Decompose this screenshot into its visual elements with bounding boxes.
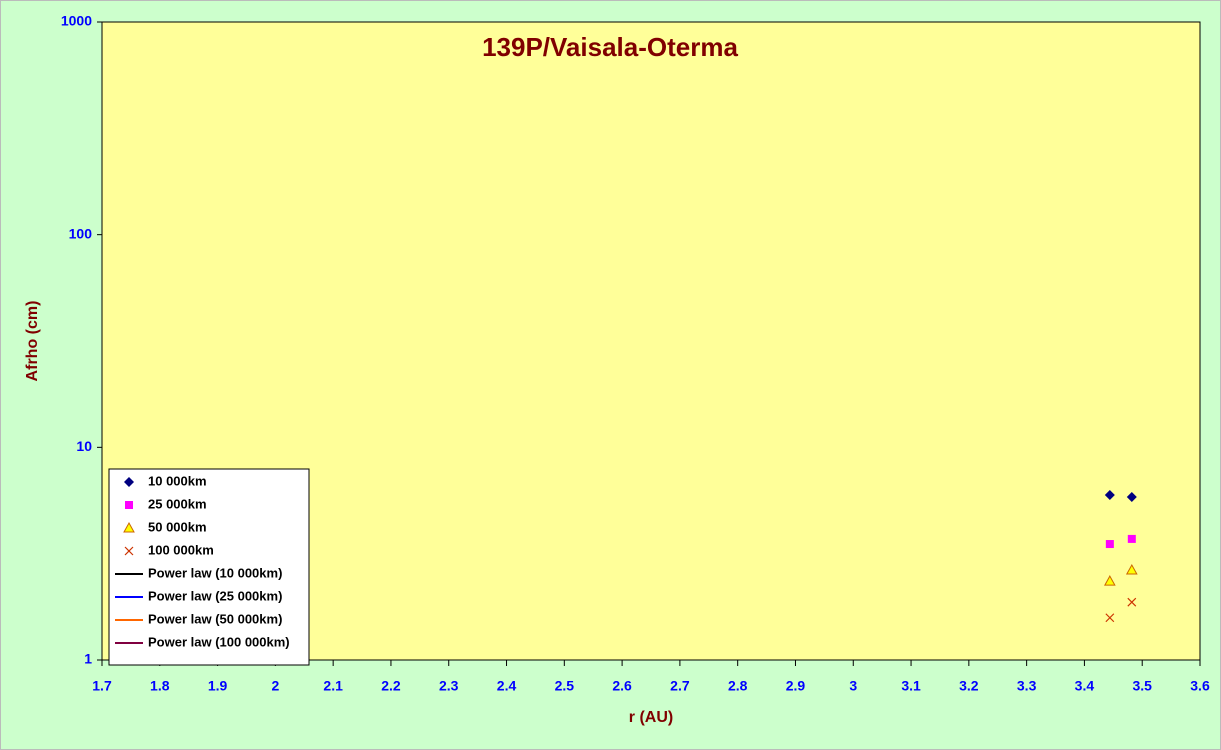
legend-label: Power law (25 000km) bbox=[148, 588, 282, 603]
x-tick-label: 2.2 bbox=[381, 678, 401, 694]
y-tick-label: 10 bbox=[76, 438, 92, 454]
point bbox=[124, 546, 134, 556]
x-tick-label: 2.9 bbox=[786, 678, 806, 694]
point bbox=[1127, 534, 1136, 543]
point bbox=[1104, 575, 1116, 586]
x-tick-label: 3.4 bbox=[1075, 678, 1095, 694]
point bbox=[124, 477, 134, 487]
point bbox=[1105, 613, 1115, 623]
x-tick-label: 2.8 bbox=[728, 678, 748, 694]
y-tick-label: 1000 bbox=[61, 13, 92, 29]
legend-label: Power law (10 000km) bbox=[148, 565, 282, 580]
x-tick-label: 2 bbox=[271, 678, 279, 694]
legend-label: 10 000km bbox=[148, 473, 207, 488]
chart-title: 139P/Vaisala-Oterma bbox=[482, 32, 738, 62]
x-tick-label: 2.6 bbox=[612, 678, 632, 694]
x-tick-label: 2.4 bbox=[497, 678, 517, 694]
x-tick-label: 3.5 bbox=[1132, 678, 1152, 694]
point bbox=[1104, 489, 1115, 500]
point bbox=[123, 521, 135, 533]
x-tick-label: 2.1 bbox=[323, 678, 343, 694]
legend-label: 100 000km bbox=[148, 542, 214, 557]
x-tick-label: 1.9 bbox=[208, 678, 228, 694]
x-tick-label: 2.5 bbox=[555, 678, 575, 694]
x-tick-label: 3.2 bbox=[959, 678, 979, 694]
legend-box bbox=[108, 468, 310, 666]
legend-label: Power law (50 000km) bbox=[148, 611, 282, 626]
y-tick-label: 100 bbox=[69, 225, 93, 241]
x-axis-label: r (AU) bbox=[629, 709, 673, 726]
x-tick-label: 1.7 bbox=[92, 678, 112, 694]
x-tick-label: 1.8 bbox=[150, 678, 170, 694]
x-tick-label: 3.1 bbox=[901, 678, 921, 694]
x-tick-label: 2.3 bbox=[439, 678, 459, 694]
x-tick-label: 3 bbox=[849, 678, 857, 694]
point bbox=[1105, 540, 1114, 549]
point bbox=[1126, 492, 1137, 503]
point bbox=[1127, 597, 1137, 607]
legend-label: 50 000km bbox=[148, 519, 207, 534]
y-axis-label: Afrho (cm) bbox=[24, 301, 41, 382]
legend-label: 25 000km bbox=[148, 496, 207, 511]
point bbox=[1125, 563, 1138, 575]
point bbox=[125, 501, 133, 509]
x-tick-label: 3.3 bbox=[1017, 678, 1037, 694]
x-tick-label: 3.6 bbox=[1190, 678, 1210, 694]
legend-label: Power law (100 000km) bbox=[148, 634, 290, 649]
x-tick-label: 2.7 bbox=[670, 678, 690, 694]
y-tick-label: 1 bbox=[84, 651, 92, 667]
